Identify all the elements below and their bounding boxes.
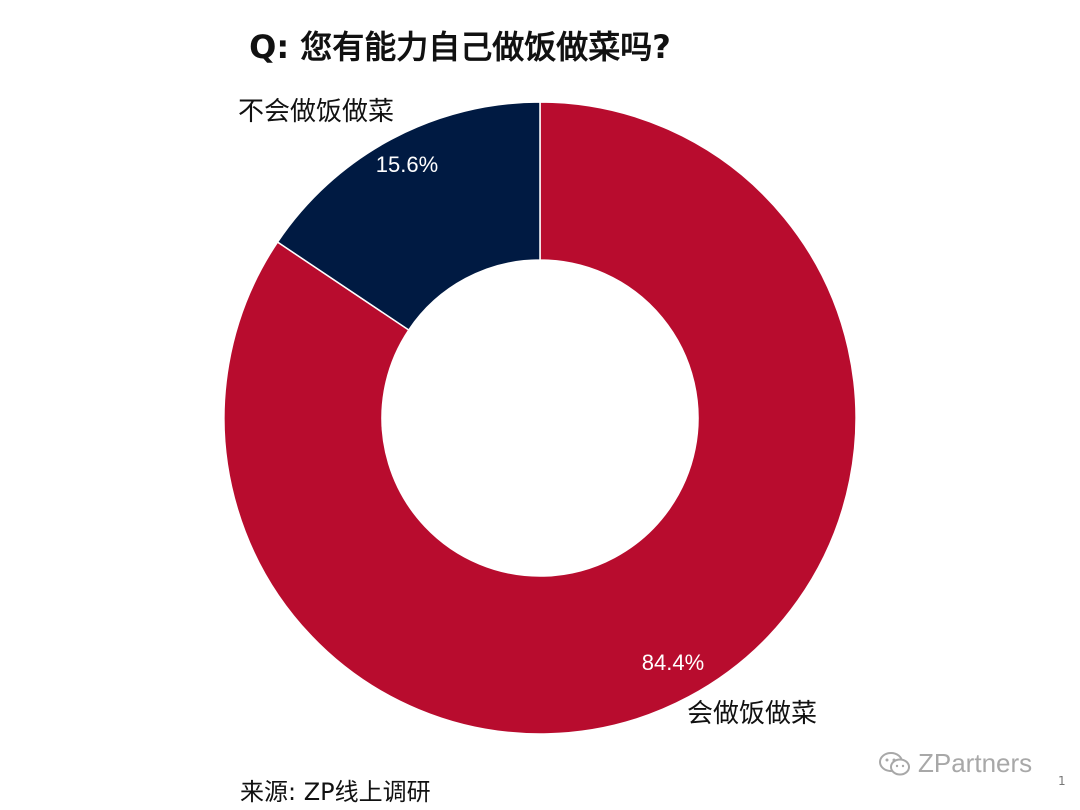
slice-value-label-2: 15.6% [376,152,438,177]
source-note: 来源: ZP线上调研 [240,778,431,806]
wechat-icon [879,751,910,775]
watermark: ZPartners [878,748,1032,779]
chart-title: Q: 您有能力自己做饭做菜吗? [249,28,671,66]
watermark-text: ZPartners [918,748,1033,778]
page-number: 1 [1058,774,1066,788]
slice-category-label-1: 会做饭做菜 [687,699,817,729]
donut-slice-2 [276,101,541,332]
donut-slice-1 [223,101,857,735]
slice-category-label-2: 不会做饭做菜 [238,97,394,127]
slice-value-label-1: 84.4% [642,650,704,675]
